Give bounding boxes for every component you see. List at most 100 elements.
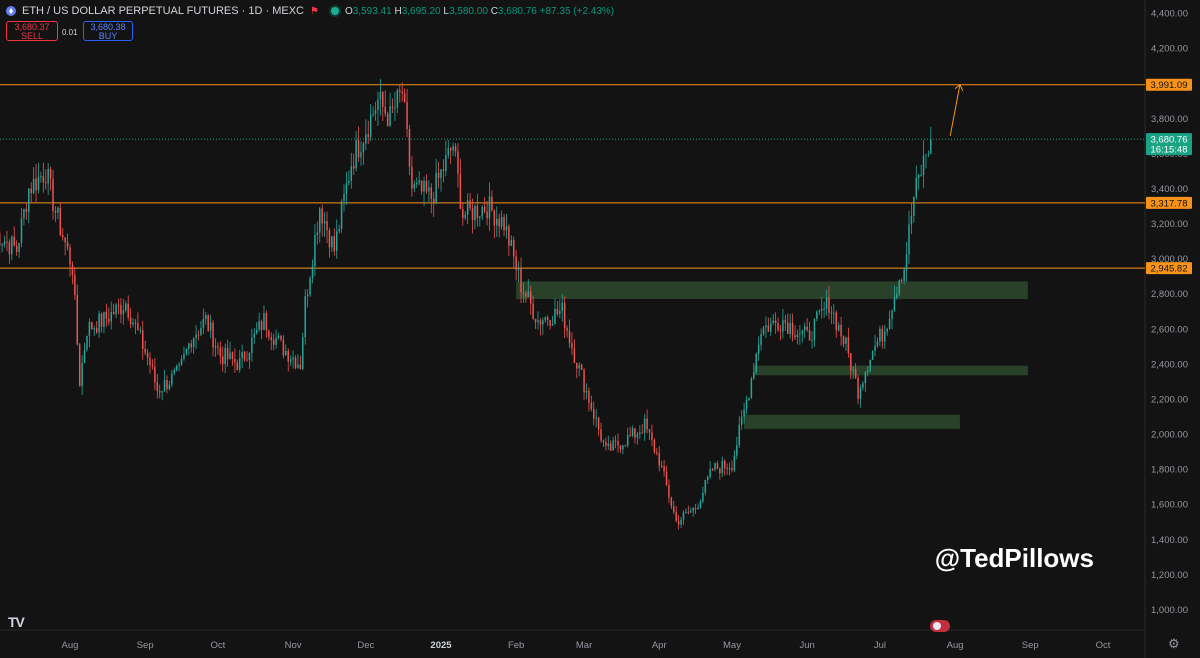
candle-body xyxy=(47,169,49,184)
x-tick-label: Aug xyxy=(947,640,964,651)
y-tick-label: 1,600.00 xyxy=(1151,500,1188,511)
candle-body xyxy=(355,140,357,169)
candle-body xyxy=(188,343,190,349)
candle-body xyxy=(668,485,670,498)
y-tick-label: 2,800.00 xyxy=(1151,289,1188,300)
candle-body xyxy=(898,280,901,294)
candle-body xyxy=(69,247,71,265)
candle-body xyxy=(280,335,282,340)
candle-body xyxy=(833,312,835,314)
candle-body xyxy=(222,356,224,365)
settings-gear-icon[interactable]: ⚙ xyxy=(1168,636,1180,651)
candle-body xyxy=(682,512,685,520)
candle-body xyxy=(777,323,779,331)
y-tick-label: 1,400.00 xyxy=(1151,535,1188,546)
candle-body xyxy=(542,320,544,325)
candle-body xyxy=(212,322,214,348)
candle-body xyxy=(534,318,537,323)
candle-body xyxy=(435,172,437,203)
candle-body xyxy=(823,308,825,310)
candle-body xyxy=(108,318,110,322)
candle-body xyxy=(396,89,399,108)
candle-body xyxy=(294,357,297,368)
candle-body xyxy=(59,207,62,236)
y-tick-label: 3,400.00 xyxy=(1151,184,1188,195)
candle-body xyxy=(83,349,86,363)
candle-body xyxy=(64,237,66,243)
us-flag-icon[interactable] xyxy=(930,620,950,632)
candle-body xyxy=(93,328,96,330)
candle-body xyxy=(110,311,112,322)
candle-body xyxy=(922,155,925,175)
buy-button[interactable]: 3,680.38 BUY xyxy=(83,21,133,41)
candle-body xyxy=(98,313,100,333)
candle-body xyxy=(272,339,275,345)
candle-body xyxy=(685,511,687,513)
candle-body xyxy=(224,347,226,365)
candle-body xyxy=(190,343,192,348)
candle-body xyxy=(226,347,229,360)
symbol-title[interactable]: ETH / US DOLLAR PERPETUAL FUTURES · 1D ·… xyxy=(22,5,304,17)
buy-label: BUY xyxy=(98,31,118,41)
candle-body xyxy=(544,317,547,321)
candle-body xyxy=(917,174,920,178)
candle-body xyxy=(888,318,891,329)
candle-body xyxy=(161,391,163,393)
candle-body xyxy=(328,230,331,248)
candle-body xyxy=(265,313,268,331)
candle-body xyxy=(568,330,571,344)
candle-body xyxy=(35,178,37,191)
candle-body xyxy=(738,424,741,446)
candle-body xyxy=(372,113,374,115)
candle-body xyxy=(178,364,180,366)
candle-body xyxy=(428,187,430,192)
candle-body xyxy=(704,480,707,493)
candle-body xyxy=(457,151,459,174)
candle-body xyxy=(304,296,306,338)
candle-body xyxy=(760,334,762,345)
candle-body xyxy=(757,344,760,354)
candle-body xyxy=(352,166,355,169)
candle-body xyxy=(539,320,542,325)
candle-body xyxy=(566,328,568,331)
candle-body xyxy=(91,321,93,330)
candle-body xyxy=(217,346,219,348)
flag-icon[interactable]: ⚑ xyxy=(309,5,319,17)
candle-body xyxy=(753,372,755,379)
candle-body xyxy=(306,294,309,297)
candle-body xyxy=(367,134,370,138)
candle-body xyxy=(129,317,132,325)
candle-body xyxy=(197,334,200,336)
candle-body xyxy=(680,519,682,525)
candle-body xyxy=(343,194,345,202)
candle-body xyxy=(723,460,726,469)
candle-body xyxy=(881,328,884,342)
candle-body xyxy=(28,188,30,212)
candle-body xyxy=(505,226,508,231)
candle-body xyxy=(653,439,656,453)
candle-body xyxy=(690,510,692,513)
candle-body xyxy=(377,99,379,111)
candle-body xyxy=(585,390,588,393)
sell-button[interactable]: 3,680.37 SELL xyxy=(6,21,58,41)
candle-body xyxy=(493,210,496,226)
candle-body xyxy=(338,228,340,232)
candle-body xyxy=(789,322,791,334)
candle-body xyxy=(740,416,743,425)
candle-body xyxy=(52,178,54,212)
candle-body xyxy=(311,266,314,279)
candle-body xyxy=(743,409,745,417)
candle-body xyxy=(238,358,241,370)
tradingview-logo[interactable]: TV xyxy=(8,614,25,630)
candle-body xyxy=(641,432,644,434)
candle-body xyxy=(498,218,500,227)
candle-body xyxy=(556,308,559,314)
candle-body xyxy=(399,89,401,92)
candle-body xyxy=(260,321,263,331)
candle-body xyxy=(384,106,386,114)
candle-body xyxy=(908,224,910,255)
candle-body xyxy=(845,337,847,345)
candle-body xyxy=(525,293,527,297)
candle-body xyxy=(348,181,350,184)
